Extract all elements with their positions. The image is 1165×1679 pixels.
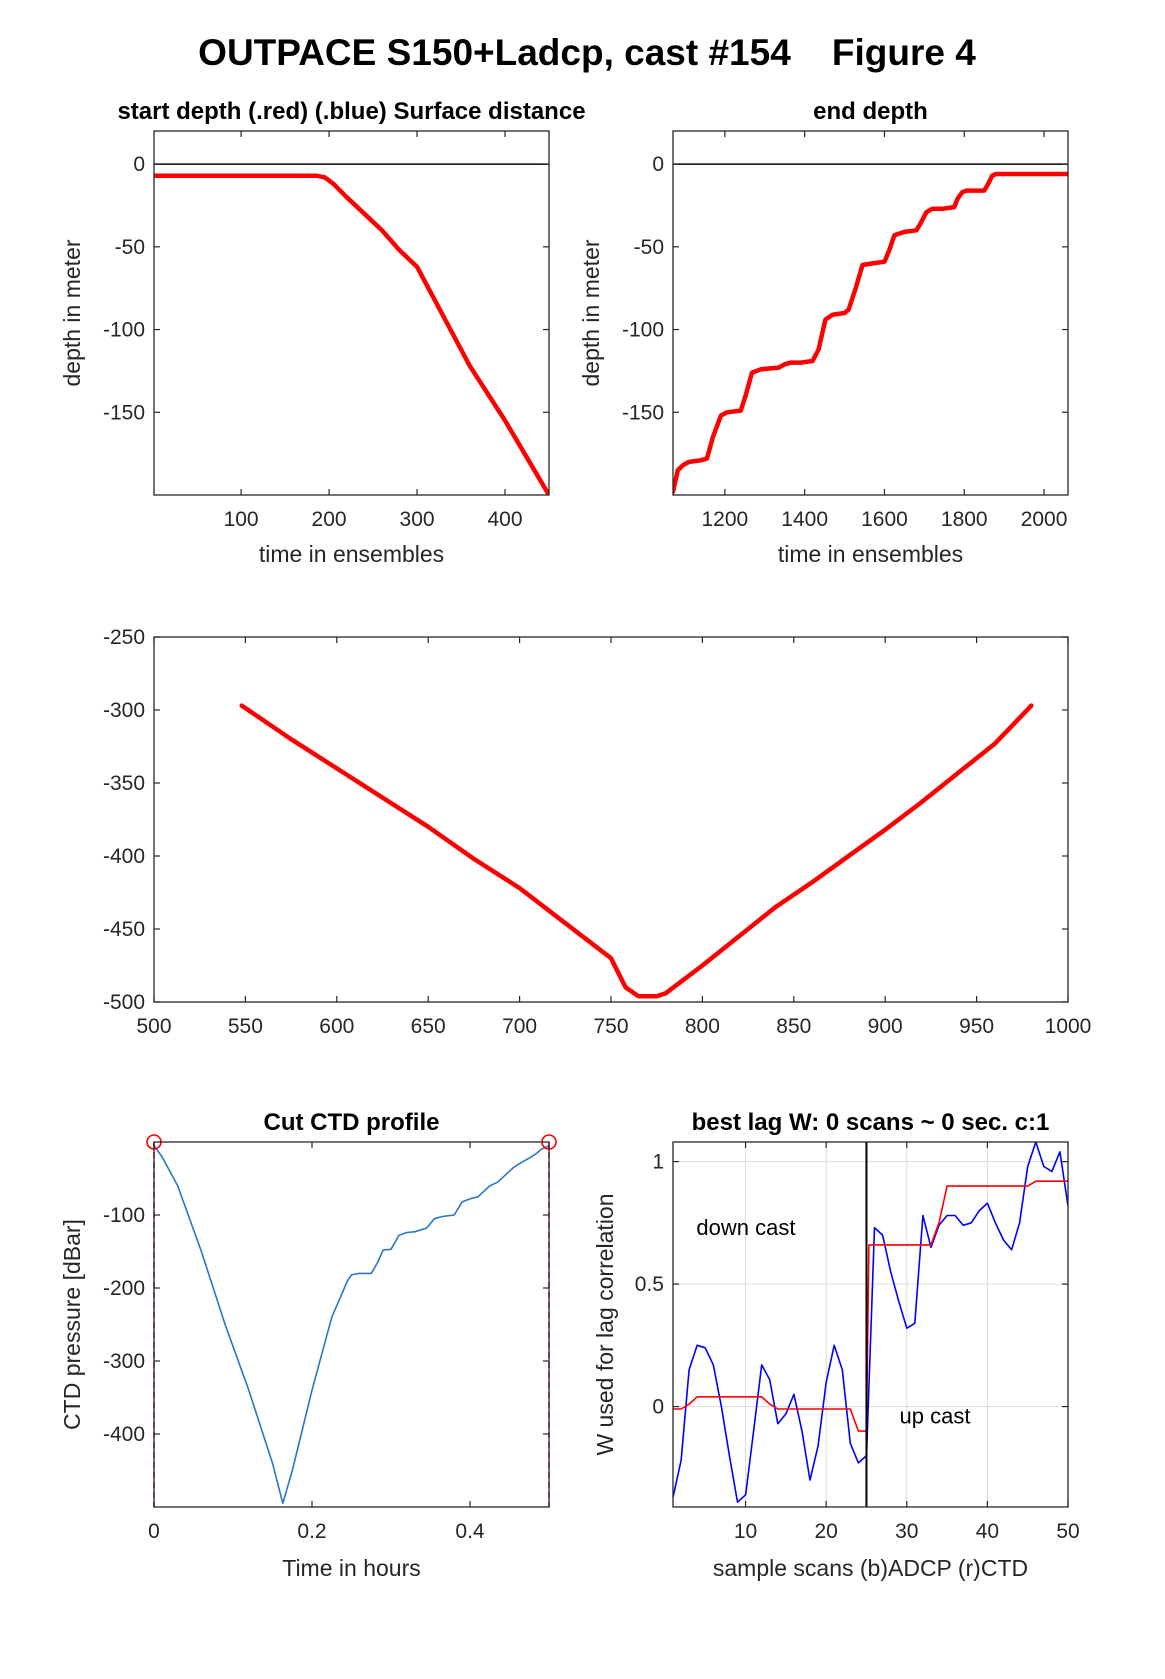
y-tick-label: 0.5 (635, 1273, 664, 1296)
plot-area (154, 131, 549, 495)
x-tick-label: 1000 (1045, 1015, 1092, 1038)
x-tick-label: 50 (1056, 1520, 1079, 1543)
x-tick-label: 800 (685, 1015, 720, 1038)
axes-title: best lag W: 0 scans ~ 0 sec. c:1 (692, 1109, 1050, 1136)
y-axis-label: depth in meter (59, 239, 85, 386)
x-tick-label: 200 (312, 508, 347, 531)
y-tick-label: -450 (103, 918, 145, 941)
series-line-0 (673, 171, 1068, 494)
y-tick-label: -350 (103, 772, 145, 795)
x-tick-label: 700 (502, 1015, 537, 1038)
y-tick-label: 1 (652, 1151, 664, 1174)
x-tick-label: 750 (593, 1015, 628, 1038)
y-tick-label: -100 (622, 319, 664, 342)
axes-frame (672, 1141, 1069, 1508)
plot-area (154, 1142, 549, 1507)
axes-title: end depth (813, 98, 928, 125)
series-line-0 (239, 703, 1034, 999)
x-tick-label: 40 (976, 1520, 999, 1543)
axes-lag: down cast up cast 10 20 30 40 50 0 0.5 1 best lag … (592, 1109, 1080, 1581)
x-tick-label: 1600 (861, 508, 908, 531)
axes-frame (672, 130, 1069, 496)
x-axis-label: sample scans (b)ADCP (r)CTD (713, 1555, 1028, 1581)
axes-title: Cut CTD profile (264, 1109, 440, 1136)
axes-frame (153, 130, 550, 496)
x-tick-label: 400 (487, 508, 522, 531)
x-tick-label: 500 (136, 1015, 171, 1038)
figure-title: OUTPACE S150+Ladcp, cast #154 Figure 4 (198, 32, 976, 73)
x-tick-label: 1200 (702, 508, 749, 531)
y-tick-label: 0 (652, 153, 664, 176)
x-tick-label: 900 (868, 1015, 903, 1038)
y-axis-label: CTD pressure [dBar] (59, 1219, 85, 1430)
x-tick-label: 100 (224, 508, 259, 531)
x-tick-label: 850 (776, 1015, 811, 1038)
annotation: down cast (696, 1215, 795, 1240)
y-tick-label: -100 (103, 319, 145, 342)
y-axis-label: depth in meter (578, 239, 604, 386)
axes-title: start depth (.red) (.blue) Surface dista… (117, 98, 585, 125)
plot-area (673, 131, 1068, 495)
y-tick-label: -400 (103, 845, 145, 868)
x-tick-label: 2000 (1021, 508, 1068, 531)
y-tick-label: -150 (103, 401, 145, 424)
y-tick-label: 0 (652, 1396, 664, 1419)
x-tick-label: 550 (228, 1015, 263, 1038)
plot-area (154, 637, 1068, 1002)
annotation: up cast (900, 1404, 971, 1429)
x-axis-label: Time in hours (282, 1555, 420, 1581)
x-tick-label: 950 (959, 1015, 994, 1038)
axes-frame (153, 1141, 550, 1508)
x-tick-label: 20 (814, 1520, 837, 1543)
axes-start: 100 200 300 400 0 -50 -100 -150 start depth (.re… (59, 98, 586, 567)
x-tick-label: 300 (400, 508, 435, 531)
series-line-0 (154, 173, 549, 495)
y-tick-label: -200 (103, 1277, 145, 1300)
series-line-adcp (673, 1142, 1068, 1503)
axes-middle: 500 550 600 650 700 750 800 850 900 950 1000 -250 -3… (103, 626, 1091, 1038)
axes-end: 1200 1400 1600 1800 2000 0 -50 -100 -150 end dept… (578, 98, 1069, 567)
x-tick-label: 1800 (941, 508, 988, 531)
y-tick-label: -400 (103, 1423, 145, 1446)
series-line-0 (154, 1144, 549, 1505)
y-tick-label: -300 (103, 1350, 145, 1373)
y-axis-label: W used for lag correlation (592, 1193, 618, 1455)
x-axis-label: time in ensembles (778, 541, 963, 567)
y-tick-label: -50 (115, 236, 145, 259)
x-tick-label: 0.4 (455, 1520, 485, 1543)
x-tick-label: 1400 (781, 508, 828, 531)
x-tick-label: 0.2 (297, 1520, 326, 1543)
y-tick-label: -300 (103, 699, 145, 722)
axes-ctd: 0 0.2 0.4 -100 -200 -300 -400 Cut CTD profile Ti… (59, 1109, 557, 1581)
y-tick-label: 0 (133, 153, 145, 176)
y-tick-label: -500 (103, 991, 145, 1014)
x-tick-label: 600 (319, 1015, 354, 1038)
x-tick-label: 10 (734, 1520, 757, 1543)
y-tick-label: -100 (103, 1204, 145, 1227)
series-line-ctd (673, 1180, 1068, 1432)
y-tick-label: -250 (103, 626, 145, 649)
y-tick-label: -50 (634, 236, 664, 259)
x-tick-label: 0 (148, 1520, 160, 1543)
x-tick-label: 650 (411, 1015, 446, 1038)
x-tick-label: 30 (895, 1520, 918, 1543)
x-axis-label: time in ensembles (259, 541, 444, 567)
y-tick-label: -150 (622, 401, 664, 424)
